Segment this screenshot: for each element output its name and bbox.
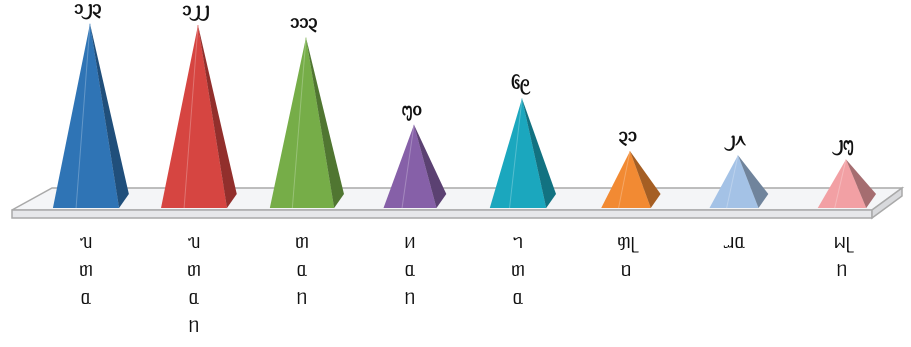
pyramid-side-face bbox=[846, 159, 877, 208]
value-label: ᧒᧘ bbox=[723, 128, 746, 152]
floor-top bbox=[11, 187, 905, 211]
chart-marks: ᧑᧒᧓ᥔᥖᥲ᧑᧒᧒ᥔᥖᥲᥒ᧑᧑᧓ᥖᥲᥒ᧕᧐ᥢᥲᥒ᧖᧙ᥐᥖᥲ᧓᧑ᥞᥨᥝ᧒᧘ᥘᥲ᧒᧕… bbox=[52, 0, 877, 337]
pyramid-front-face bbox=[269, 37, 335, 209]
pyramid-front-face bbox=[52, 23, 120, 209]
category-label-char: ᥕᥨ bbox=[834, 229, 854, 253]
pyramid-highlight bbox=[618, 150, 631, 209]
category-label-char: ᥢ bbox=[404, 229, 415, 253]
value-label: ᧑᧒᧓ bbox=[74, 0, 101, 21]
category-label-char: ᥞᥨ bbox=[617, 229, 639, 253]
pyramid-side-face bbox=[738, 155, 769, 208]
pyramid-highlight bbox=[291, 37, 307, 209]
pyramid-front-face bbox=[709, 155, 759, 208]
pyramid-front-face bbox=[489, 98, 547, 208]
pyramid-bar bbox=[383, 124, 447, 209]
value-label: ᧒᧕ bbox=[831, 132, 854, 156]
pyramid-bar bbox=[601, 150, 661, 209]
pyramid-side-face bbox=[306, 37, 344, 209]
pyramid-side-face bbox=[522, 98, 557, 208]
category-label-char: ᥐ bbox=[513, 229, 523, 253]
category-label-char: ᥖ bbox=[511, 257, 525, 281]
pyramid-front-face bbox=[383, 124, 437, 208]
pyramid-front-face bbox=[601, 151, 651, 208]
pyramid-highlight bbox=[834, 159, 847, 209]
pyramid-highlight bbox=[401, 124, 415, 209]
category-label-char: ᥖ bbox=[187, 257, 201, 281]
value-label: ᧕᧐ bbox=[402, 98, 423, 122]
value-label: ᧑᧑᧓ bbox=[290, 11, 317, 33]
category-label-char: ᥒ bbox=[405, 285, 416, 309]
category-label-char: ᥒ bbox=[297, 285, 308, 309]
pyramid-side-face bbox=[414, 124, 447, 208]
floor-side bbox=[871, 186, 903, 220]
category-label-char: ᥝ bbox=[621, 257, 632, 281]
pyramid-bar bbox=[161, 25, 237, 209]
pyramid-bar bbox=[817, 159, 877, 209]
floor-front bbox=[11, 209, 873, 219]
category-label-char: ᥲ bbox=[513, 285, 524, 309]
category-label-char: ᥘᥲ bbox=[723, 229, 746, 253]
pyramid-bar bbox=[52, 23, 129, 209]
pyramid-side-face bbox=[198, 25, 237, 209]
chart-floor bbox=[11, 186, 905, 220]
pyramid-highlight bbox=[509, 98, 523, 209]
pyramid-bar bbox=[709, 155, 769, 209]
value-label: ᧑᧒᧒ bbox=[182, 0, 209, 22]
pyramid-bar bbox=[489, 98, 557, 209]
category-label-char: ᥲ bbox=[297, 257, 308, 281]
value-label: ᧓᧑ bbox=[619, 124, 637, 146]
category-label-char: ᥔ bbox=[79, 229, 92, 253]
category-label-char: ᥒ bbox=[189, 313, 200, 337]
category-label-char: ᥒ bbox=[837, 257, 848, 281]
category-label-char: ᥲ bbox=[405, 257, 416, 281]
category-label-char: ᥖ bbox=[79, 257, 93, 281]
pyramid-highlight bbox=[183, 25, 199, 209]
pyramid-side-face bbox=[90, 23, 129, 209]
category-label-char: ᥔ bbox=[187, 229, 200, 253]
category-label-char: ᥲ bbox=[81, 285, 92, 309]
pyramid-bar bbox=[269, 37, 344, 209]
pyramid-side-face bbox=[630, 151, 661, 208]
pyramid-front-face bbox=[161, 25, 227, 209]
pyramid-highlight bbox=[75, 23, 91, 209]
value-label: ᧖᧙ bbox=[511, 71, 531, 95]
pyramid-highlight bbox=[726, 155, 739, 209]
category-label-char: ᥲ bbox=[189, 285, 200, 309]
category-label-char: ᥖ bbox=[295, 229, 309, 253]
pyramid-front-face bbox=[817, 159, 867, 208]
